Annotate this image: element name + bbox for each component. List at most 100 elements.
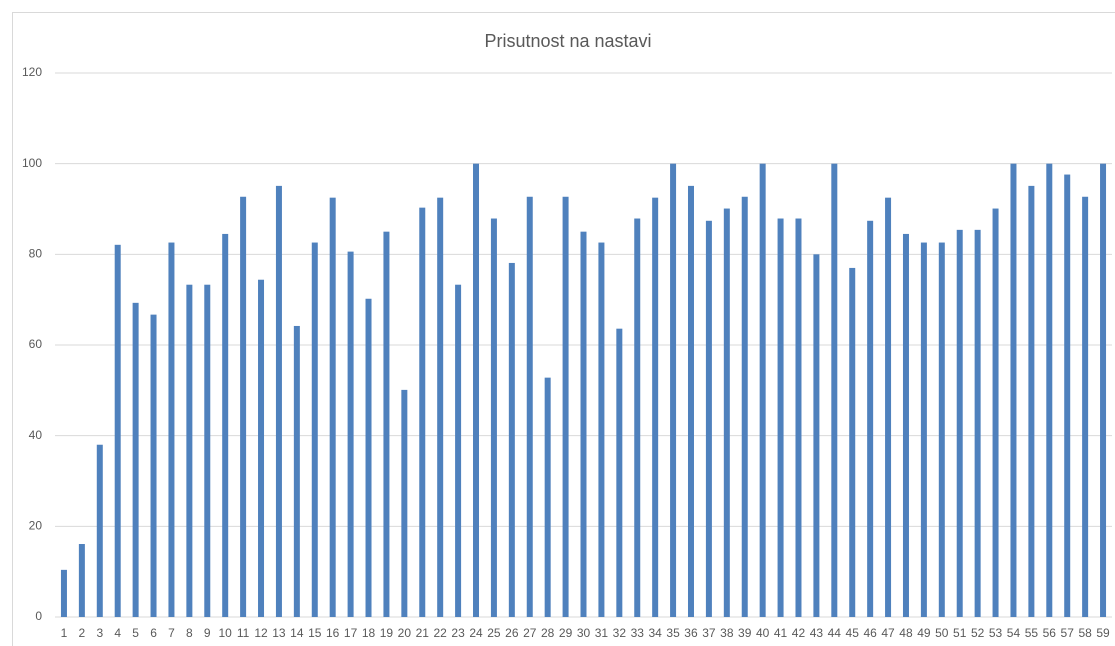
- bar: [258, 279, 265, 617]
- bar: [634, 218, 641, 617]
- bar: [652, 197, 659, 617]
- x-tick-label: 43: [810, 626, 824, 640]
- x-tick-label: 17: [344, 626, 358, 640]
- x-tick-label: 10: [219, 626, 233, 640]
- x-tick-label: 33: [631, 626, 645, 640]
- x-tick-label: 58: [1078, 626, 1092, 640]
- x-tick-label: 57: [1061, 626, 1075, 640]
- bar: [741, 196, 748, 617]
- bar: [795, 218, 802, 617]
- x-tick-label: 44: [828, 626, 842, 640]
- x-tick-label: 22: [433, 626, 447, 640]
- x-tick-label: 4: [114, 626, 121, 640]
- bar: [293, 325, 300, 617]
- x-tick-label: 32: [613, 626, 627, 640]
- x-tick-label: 53: [989, 626, 1003, 640]
- x-tick-label: 54: [1007, 626, 1021, 640]
- x-tick-label: 51: [953, 626, 967, 640]
- bar: [670, 163, 677, 617]
- bar: [885, 197, 892, 617]
- x-tick-label: 18: [362, 626, 376, 640]
- y-tick-label: 40: [29, 428, 43, 442]
- bar: [544, 377, 551, 617]
- x-tick-label: 47: [881, 626, 895, 640]
- bar: [132, 302, 139, 617]
- x-tick-label: 19: [380, 626, 394, 640]
- bar: [598, 242, 605, 617]
- y-tick-label: 80: [29, 247, 43, 261]
- x-tick-label: 25: [487, 626, 501, 640]
- x-tick-label: 31: [595, 626, 609, 640]
- y-tick-label: 0: [35, 609, 42, 623]
- bar: [150, 314, 157, 617]
- x-tick-label: 13: [272, 626, 286, 640]
- bar: [508, 262, 515, 617]
- bar: [240, 196, 247, 617]
- x-tick-label: 9: [204, 626, 211, 640]
- bar: [96, 444, 103, 617]
- x-tick-label: 59: [1096, 626, 1110, 640]
- bar: [813, 254, 820, 618]
- x-tick-label: 55: [1025, 626, 1039, 640]
- bar: [777, 218, 784, 617]
- x-tick-label: 5: [132, 626, 139, 640]
- bar: [311, 242, 318, 617]
- x-tick-label: 11: [237, 626, 250, 640]
- bar: [867, 220, 874, 617]
- bar: [705, 220, 712, 617]
- x-tick-label: 39: [738, 626, 752, 640]
- x-tick-label: 56: [1043, 626, 1057, 640]
- bar: [1046, 163, 1053, 617]
- x-tick-label: 16: [326, 626, 340, 640]
- bar: [1028, 185, 1035, 617]
- bar: [1082, 196, 1089, 617]
- bar: [1064, 174, 1071, 617]
- bar: [580, 231, 587, 617]
- bar: [920, 242, 927, 617]
- bar: [1010, 163, 1017, 617]
- x-tick-label: 46: [863, 626, 877, 640]
- x-tick-label: 45: [846, 626, 860, 640]
- x-tick-label: 42: [792, 626, 806, 640]
- x-tick-label: 49: [917, 626, 931, 640]
- bar: [687, 185, 694, 617]
- x-tick-label: 29: [559, 626, 573, 640]
- bar: [78, 544, 85, 617]
- bar: [759, 163, 766, 617]
- bar: [992, 208, 999, 617]
- bar: [938, 242, 945, 617]
- x-tick-label: 14: [290, 626, 304, 640]
- bar: [329, 197, 336, 617]
- bar: [186, 284, 193, 617]
- bar: [974, 229, 981, 617]
- x-tick-label: 37: [702, 626, 716, 640]
- x-tick-label: 30: [577, 626, 591, 640]
- bar: [168, 242, 175, 617]
- x-tick-label: 41: [774, 626, 788, 640]
- bar: [114, 244, 121, 617]
- bar: [1100, 163, 1107, 617]
- bar: [401, 389, 408, 617]
- bar: [383, 231, 390, 617]
- x-tick-label: 28: [541, 626, 555, 640]
- y-tick-label: 120: [22, 65, 42, 79]
- x-tick-label: 7: [168, 626, 175, 640]
- chart-title: Prisutnost na nastavi: [484, 31, 651, 51]
- x-tick-label: 34: [648, 626, 662, 640]
- x-tick-label: 8: [186, 626, 193, 640]
- bar: [455, 284, 462, 617]
- x-tick-label: 2: [79, 626, 86, 640]
- x-tick-label: 3: [96, 626, 103, 640]
- x-tick-label: 12: [254, 626, 268, 640]
- x-tick-label: 26: [505, 626, 519, 640]
- x-tick-label: 50: [935, 626, 949, 640]
- bar: [473, 163, 480, 617]
- x-tick-label: 36: [684, 626, 698, 640]
- chart-border: [12, 12, 1115, 646]
- y-tick-label: 60: [29, 337, 43, 351]
- bar: [222, 233, 229, 617]
- bar: [562, 196, 569, 617]
- x-tick-label: 38: [720, 626, 734, 640]
- y-tick-label: 100: [22, 156, 42, 170]
